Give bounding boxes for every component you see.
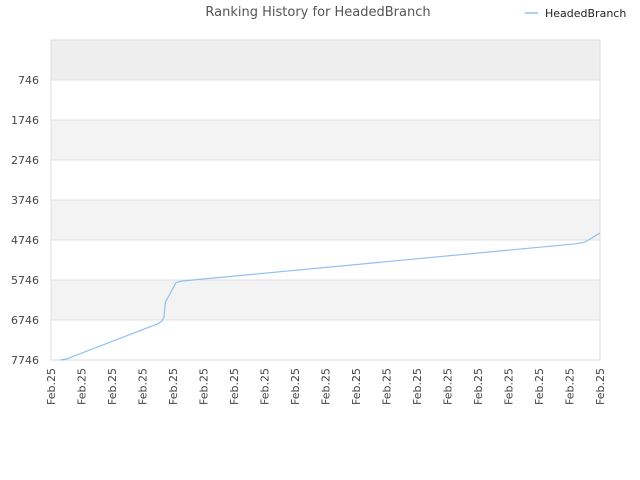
plot-band bbox=[51, 320, 600, 360]
x-tick-label: Feb.25 bbox=[106, 368, 119, 405]
x-tick-label: Feb.25 bbox=[503, 368, 516, 405]
plot-border bbox=[50, 39, 601, 361]
plot-band bbox=[51, 80, 600, 120]
y-tick-label: 2746 bbox=[11, 154, 39, 167]
series-line bbox=[60, 232, 601, 361]
plot-band bbox=[51, 40, 600, 80]
x-tick-label: Feb.25 bbox=[228, 368, 241, 405]
x-tick-label: Feb.25 bbox=[167, 368, 180, 405]
chart-title: Ranking History for HeadedBranch bbox=[205, 5, 430, 20]
y-tick-label: 6746 bbox=[11, 314, 39, 327]
y-tick-label: 4746 bbox=[11, 234, 39, 247]
x-tick-label: Feb.25 bbox=[594, 368, 607, 405]
x-tick-label: Feb.25 bbox=[259, 368, 272, 405]
plot-band bbox=[51, 120, 600, 160]
x-tick-label: Feb.25 bbox=[381, 368, 394, 405]
x-tick-label: Feb.25 bbox=[320, 368, 333, 405]
x-tick-label: Feb.25 bbox=[198, 368, 211, 405]
y-axis-ticks: 746 1746 2746 3746 4746 5746 6746 7746 bbox=[11, 74, 39, 367]
plot-band bbox=[51, 200, 600, 240]
x-tick-label: Feb.25 bbox=[350, 368, 363, 405]
plot-bands bbox=[51, 40, 600, 360]
y-tick-label: 746 bbox=[18, 74, 39, 87]
x-tick-label: Feb.25 bbox=[472, 368, 485, 405]
x-tick-label: Feb.25 bbox=[289, 368, 302, 405]
y-tick-label: 7746 bbox=[11, 354, 39, 367]
legend-label: HeadedBranch bbox=[545, 7, 626, 20]
plot-band bbox=[51, 280, 600, 320]
y-tick-label: 3746 bbox=[11, 194, 39, 207]
x-axis-ticks: Feb.25 Feb.25 Feb.25 Feb.25 Feb.25 Feb.25 Feb.… bbox=[45, 368, 607, 405]
y-tick-label: 1746 bbox=[11, 114, 39, 127]
x-tick-label: Feb.25 bbox=[411, 368, 424, 405]
x-tick-label: Feb.25 bbox=[45, 368, 58, 405]
x-tick-label: Feb.25 bbox=[533, 368, 546, 405]
x-tick-label: Feb.25 bbox=[564, 368, 577, 405]
y-tick-label: 5746 bbox=[11, 274, 39, 287]
plot-band bbox=[51, 160, 600, 200]
x-tick-label: Feb.25 bbox=[442, 368, 455, 405]
series-layer bbox=[60, 232, 601, 361]
plot-band bbox=[51, 240, 600, 280]
legend: HeadedBranch bbox=[525, 7, 626, 20]
grid-lines bbox=[51, 79, 600, 361]
x-tick-label: Feb.25 bbox=[76, 368, 89, 405]
x-tick-label: Feb.25 bbox=[137, 368, 150, 405]
